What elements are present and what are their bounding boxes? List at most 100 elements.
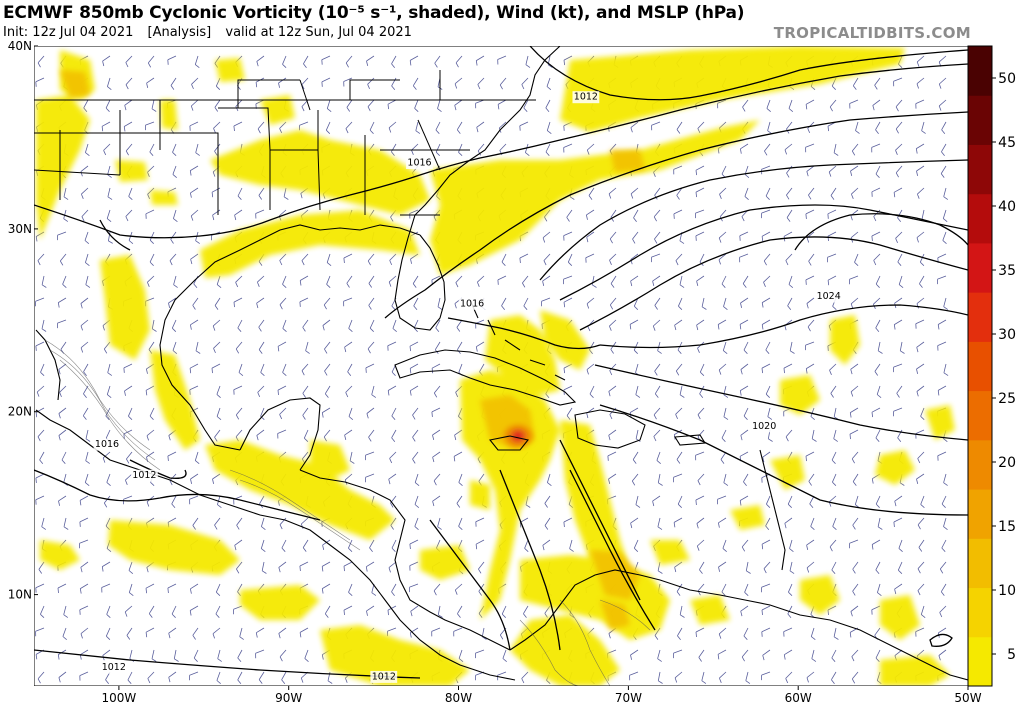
wind-barb — [805, 451, 815, 462]
wind-barb — [544, 517, 551, 530]
colorbar-frame — [967, 45, 993, 687]
colorbar-ticks: 50 45 40 35 30 25 20 15 10 5 — [992, 71, 1016, 663]
lon-label: 90W — [275, 691, 302, 705]
wind-barb — [369, 121, 375, 134]
wind-barb — [212, 473, 221, 484]
wind-barb — [543, 253, 551, 266]
wind-barb — [169, 253, 177, 266]
wind-barb — [237, 187, 243, 200]
wind-barb — [851, 143, 859, 156]
wind-barb — [147, 165, 155, 177]
wind-barb — [391, 77, 397, 90]
wind-barb — [212, 319, 221, 331]
chart-title: ECMWF 850mb Cyclonic Vorticity (10⁻⁵ s⁻¹… — [3, 3, 745, 23]
colorbar-swatch — [968, 538, 992, 589]
wind-barb — [544, 209, 551, 222]
wind-barb — [212, 627, 221, 639]
wind-barb — [566, 407, 573, 420]
wind-barb — [701, 671, 707, 684]
wind-barb — [107, 77, 112, 91]
wind-barb — [805, 363, 815, 374]
wind-barb — [653, 429, 661, 442]
wind-barb — [701, 297, 707, 310]
wind-barb — [477, 275, 485, 287]
wind-barb — [277, 385, 287, 396]
wind-barb — [788, 275, 794, 289]
wind-barb — [453, 451, 463, 462]
wind-barb — [897, 561, 903, 574]
wind-barb — [852, 561, 859, 574]
wind-barb — [893, 407, 903, 417]
wind-barb — [435, 319, 441, 332]
wind-barb — [633, 209, 639, 222]
wind-barb — [850, 165, 859, 176]
wind-barb — [80, 561, 89, 573]
wind-barb — [545, 143, 551, 156]
wind-barb — [898, 539, 903, 552]
isobar-label-bg — [572, 91, 600, 104]
wind-barb — [107, 165, 112, 178]
wind-barb — [741, 539, 749, 552]
wind-barb — [718, 363, 727, 375]
wind-barb — [216, 385, 221, 398]
wind-barb — [941, 121, 947, 134]
wind-barb — [805, 275, 815, 285]
wind-barb — [83, 99, 89, 112]
wind-barb — [678, 297, 683, 310]
wind-barb — [679, 385, 685, 398]
wind-barb — [123, 495, 133, 505]
wind-barb — [788, 99, 794, 113]
wind-barb — [830, 187, 837, 200]
wind-barb — [146, 77, 155, 88]
wind-barb — [147, 55, 155, 68]
wind-barb — [35, 77, 45, 87]
wind-barb — [850, 297, 859, 309]
wind-barb — [299, 121, 309, 131]
wind-barb — [831, 671, 837, 684]
wind-barb — [739, 231, 749, 241]
wind-barb — [324, 363, 331, 376]
wind-barb — [58, 429, 67, 441]
wind-barb — [366, 55, 375, 66]
wind-barb — [348, 319, 353, 332]
wind-barb — [874, 363, 881, 376]
wind-barb — [586, 209, 595, 220]
wind-barb — [695, 627, 705, 638]
wind-barb — [387, 385, 397, 396]
wind-barb — [742, 99, 749, 112]
colorbar-swatch — [968, 292, 992, 342]
wind-barb — [63, 209, 69, 222]
wind-barb — [721, 429, 727, 442]
wind-barb — [149, 407, 155, 420]
wind-barb — [151, 649, 157, 662]
wind-barb — [872, 99, 881, 111]
wind-barb — [501, 297, 507, 310]
wind-barb — [767, 407, 773, 420]
wind-barb — [832, 517, 837, 530]
wind-barb — [657, 473, 663, 486]
wind-barb — [57, 583, 67, 594]
wind-barb — [458, 649, 464, 663]
wind-barb — [79, 671, 89, 681]
wind-barb — [852, 473, 859, 486]
wind-barb — [168, 297, 177, 308]
init-time: Init: 12z Jul 04 2021 — [3, 25, 134, 40]
wind-barb — [654, 363, 661, 376]
wind-barb — [431, 627, 441, 637]
wind-barb — [366, 407, 375, 419]
wind-barb — [305, 341, 310, 354]
wind-barb — [391, 55, 397, 68]
latitude-labels: 40N 30N 20N 10N — [8, 39, 38, 602]
wind-barb — [456, 495, 463, 508]
wind-barb — [105, 517, 111, 530]
wind-barb — [145, 583, 155, 594]
wind-barb — [257, 121, 265, 134]
wind-barb — [788, 583, 793, 596]
wind-barb — [784, 517, 793, 529]
wind-barb — [58, 363, 67, 375]
wind-barb — [677, 495, 683, 508]
wind-barb — [787, 297, 793, 310]
wind-barb — [696, 319, 705, 331]
wind-barb — [215, 583, 221, 596]
wind-barb — [279, 649, 287, 662]
